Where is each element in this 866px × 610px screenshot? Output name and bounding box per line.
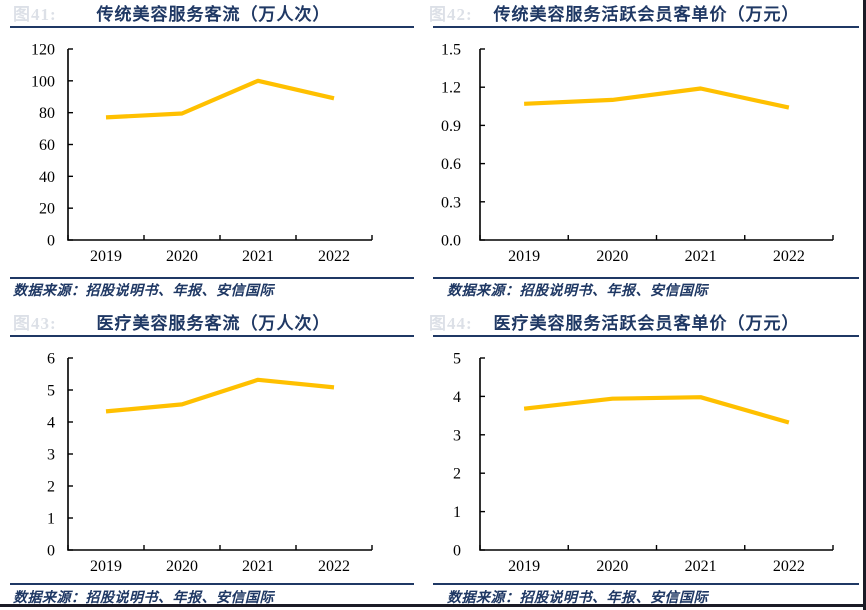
svg-text:5: 5 bbox=[47, 383, 55, 400]
chart-cell-traditional-traffic: 图41: 传统美容服务客流（万人次） 0 20 40 60 80 100 120 2019 20… bbox=[0, 0, 433, 300]
svg-text:5: 5 bbox=[453, 351, 461, 368]
svg-text:120: 120 bbox=[31, 42, 55, 59]
svg-text:1.2: 1.2 bbox=[441, 80, 461, 97]
line-chart-medical-traffic: 0 1 2 3 4 5 6 2019 2020 2021 2022 bbox=[47, 351, 373, 575]
svg-text:2021: 2021 bbox=[242, 248, 274, 265]
svg-text:0.3: 0.3 bbox=[441, 194, 461, 211]
figure-title: 传统美容服务客流（万人次） bbox=[96, 5, 331, 24]
source-divider-rule bbox=[10, 277, 414, 279]
svg-text:4: 4 bbox=[453, 389, 461, 406]
title-divider-rule bbox=[433, 335, 859, 337]
svg-text:6: 6 bbox=[47, 351, 55, 368]
chart-cell-traditional-price: 图42: 传统美容服务活跃会员客单价（万元） 0.0 0.3 0.6 0.9 1.2 1.… bbox=[429, 0, 866, 300]
svg-text:40: 40 bbox=[39, 169, 55, 186]
figure-title-row: 图44: 医疗美容服务活跃会员客单价（万元） bbox=[429, 314, 860, 334]
figure-title: 医疗美容服务客流（万人次） bbox=[96, 314, 331, 333]
source-divider-rule bbox=[433, 277, 859, 279]
line-chart-traditional-price: 0.0 0.3 0.6 0.9 1.2 1.5 2019 2020 2021 2022 bbox=[441, 42, 834, 265]
figure-title-row: 图42: 传统美容服务活跃会员客单价（万元） bbox=[429, 5, 860, 25]
svg-text:3: 3 bbox=[453, 427, 461, 444]
svg-text:20: 20 bbox=[39, 201, 55, 218]
svg-text:2020: 2020 bbox=[596, 248, 628, 265]
line-chart-traditional-traffic: 0 20 40 60 80 100 120 2019 2020 2021 2022 bbox=[31, 42, 373, 265]
svg-text:1: 1 bbox=[453, 504, 461, 521]
source-note: 数据来源：招股说明书、年报、安信国际 bbox=[447, 591, 708, 606]
svg-text:0.9: 0.9 bbox=[441, 118, 461, 135]
svg-text:2019: 2019 bbox=[90, 248, 122, 265]
svg-text:3: 3 bbox=[47, 447, 55, 464]
svg-text:2022: 2022 bbox=[773, 248, 805, 265]
page-bottom-edge bbox=[0, 604, 866, 607]
figure-number-prefix: 图44: bbox=[429, 314, 473, 333]
svg-text:60: 60 bbox=[39, 137, 55, 154]
source-note: 数据来源：招股说明书、年报、安信国际 bbox=[13, 284, 274, 299]
figure-title: 医疗美容服务活跃会员客单价（万元） bbox=[493, 314, 800, 333]
line-chart-medical-price: 0 1 2 3 4 5 2019 2020 2021 2022 bbox=[453, 351, 834, 575]
figure-number-prefix: 图42: bbox=[429, 5, 473, 24]
svg-text:0: 0 bbox=[47, 233, 55, 250]
svg-text:2: 2 bbox=[47, 479, 55, 496]
svg-text:2021: 2021 bbox=[242, 558, 274, 575]
svg-text:4: 4 bbox=[47, 415, 55, 432]
svg-text:0: 0 bbox=[453, 543, 461, 560]
svg-text:2022: 2022 bbox=[773, 558, 805, 575]
svg-text:100: 100 bbox=[31, 73, 55, 90]
svg-text:0.6: 0.6 bbox=[441, 156, 461, 173]
title-divider-rule bbox=[433, 26, 859, 28]
figure-title-row: 图43: 医疗美容服务客流（万人次） bbox=[0, 314, 427, 334]
figure-number-prefix: 图43: bbox=[13, 314, 57, 333]
svg-text:1.5: 1.5 bbox=[441, 42, 461, 59]
chart-cell-medical-price: 图44: 医疗美容服务活跃会员客单价（万元） 0 1 2 3 4 5 2019 2020 202… bbox=[429, 300, 866, 610]
svg-text:2: 2 bbox=[453, 466, 461, 483]
svg-text:0.0: 0.0 bbox=[441, 233, 461, 250]
figure-number-prefix: 图41: bbox=[13, 5, 57, 24]
svg-text:0: 0 bbox=[47, 543, 55, 560]
svg-text:2021: 2021 bbox=[685, 558, 717, 575]
svg-text:2020: 2020 bbox=[166, 248, 198, 265]
svg-text:2019: 2019 bbox=[508, 248, 540, 265]
source-divider-rule bbox=[10, 583, 414, 585]
title-divider-rule bbox=[10, 335, 414, 337]
svg-text:2020: 2020 bbox=[596, 558, 628, 575]
svg-text:2021: 2021 bbox=[685, 248, 717, 265]
svg-text:2020: 2020 bbox=[166, 558, 198, 575]
page-right-edge bbox=[863, 0, 866, 610]
svg-text:1: 1 bbox=[47, 511, 55, 528]
source-note: 数据来源：招股说明书、年报、安信国际 bbox=[13, 591, 274, 606]
svg-text:2019: 2019 bbox=[508, 558, 540, 575]
source-note: 数据来源：招股说明书、年报、安信国际 bbox=[447, 284, 708, 299]
figure-title-row: 图41: 传统美容服务客流（万人次） bbox=[0, 5, 427, 25]
svg-text:2019: 2019 bbox=[90, 558, 122, 575]
title-divider-rule bbox=[10, 26, 414, 28]
figure-title: 传统美容服务活跃会员客单价（万元） bbox=[493, 5, 800, 24]
source-divider-rule bbox=[433, 583, 859, 585]
chart-cell-medical-traffic: 图43: 医疗美容服务客流（万人次） 0 1 2 3 4 5 6 2019 2020 2021 20… bbox=[0, 300, 433, 610]
svg-text:2022: 2022 bbox=[318, 248, 350, 265]
svg-text:80: 80 bbox=[39, 105, 55, 122]
svg-text:2022: 2022 bbox=[318, 558, 350, 575]
